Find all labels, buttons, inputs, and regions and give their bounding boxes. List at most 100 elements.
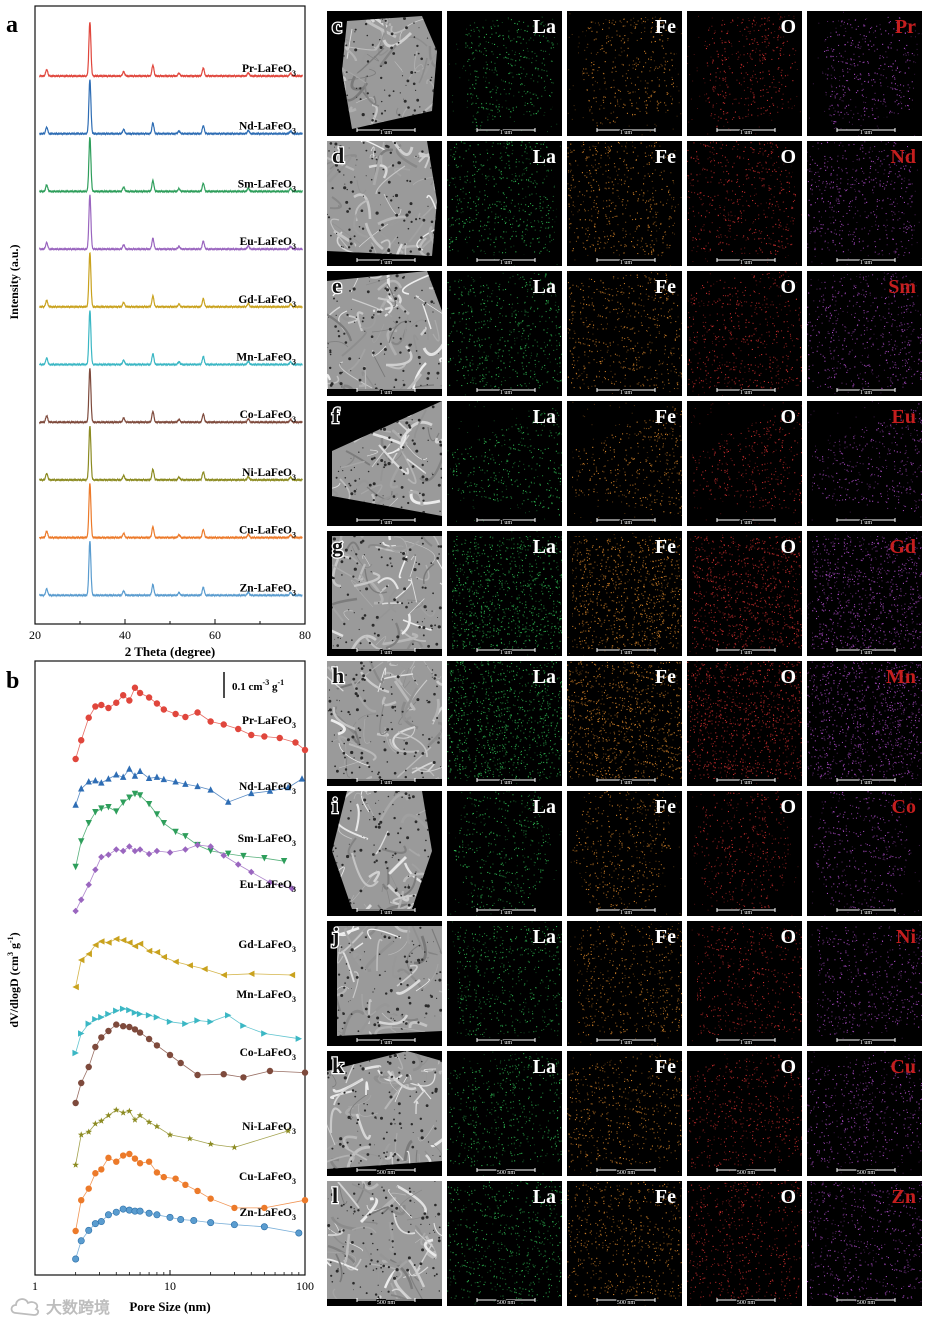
eds-signal-dot (508, 108, 510, 110)
eds-signal-dot (510, 40, 512, 42)
eds-signal-dot (865, 153, 867, 155)
eds-signal-dot (494, 25, 496, 27)
eds-signal-dot (779, 26, 781, 28)
eds-signal-dot (753, 177, 755, 179)
eds-signal-dot (629, 92, 631, 94)
eds-signal-dot (832, 55, 834, 57)
eds-signal-dot (690, 112, 691, 113)
eds-signal-dot (717, 162, 719, 164)
eds-signal-dot (553, 186, 555, 188)
eds-signal-dot (871, 45, 873, 47)
scale-bar-text: 1 um (380, 130, 393, 136)
eds-background-dot (591, 187, 593, 189)
eds-signal-dot (569, 171, 571, 173)
eds-signal-dot (851, 27, 853, 29)
eds-signal-dot (609, 150, 611, 152)
eds-signal-dot (762, 178, 764, 180)
eds-background-dot (515, 179, 516, 181)
eds-signal-dot (508, 142, 510, 144)
scale-bar-main: 0.1 cm (232, 681, 263, 693)
eds-background-dot (598, 186, 600, 188)
eds-background-dot (571, 118, 573, 120)
eds-signal-dot (508, 144, 510, 146)
eds-signal-dot (491, 33, 493, 35)
eds-background-dot (690, 184, 692, 186)
eds-signal-dot (750, 14, 751, 15)
eds-signal-dot (672, 254, 674, 256)
eds-background-dot (568, 172, 570, 174)
eds-signal-dot (458, 218, 460, 220)
eds-signal-dot (548, 53, 550, 55)
eds-signal-dot (695, 133, 696, 134)
eds-signal-dot (553, 176, 555, 178)
eds-background-dot (727, 192, 729, 194)
eds-signal-dot (639, 110, 641, 112)
eds-background-dot (876, 125, 878, 127)
eds-signal-dot (551, 60, 553, 62)
eds-background-dot (698, 15, 699, 17)
eds-signal-dot (642, 20, 644, 22)
eds-signal-dot (503, 126, 505, 128)
eds-signal-dot (484, 265, 485, 266)
eds-signal-dot (576, 227, 578, 229)
eds-signal-dot (464, 222, 466, 224)
eds-signal-dot (774, 169, 776, 171)
eds-signal-dot (521, 126, 523, 128)
eds-signal-dot (672, 224, 674, 226)
eds-signal-dot (637, 155, 639, 157)
eds-signal-dot (704, 14, 705, 15)
eds-signal-dot (487, 265, 488, 266)
eds-signal-dot (759, 151, 761, 153)
eds-signal-dot (601, 45, 603, 47)
eds-signal-dot (748, 163, 750, 165)
eds-signal-dot (521, 238, 523, 240)
eds-signal-dot (508, 93, 510, 95)
sem-pore-dot (420, 236, 423, 239)
eds-background-dot (586, 90, 588, 91)
eds-signal-dot (469, 13, 470, 14)
eds-signal-dot (546, 206, 548, 208)
eds-signal-dot (644, 175, 646, 177)
sem-texture-stroke (360, 141, 388, 152)
sem-pore-dot (335, 163, 338, 167)
eds-signal-dot (755, 229, 757, 231)
eds-signal-dot (471, 219, 473, 221)
eds-signal-dot (525, 146, 527, 148)
eds-signal-dot (449, 239, 451, 241)
eds-signal-dot (894, 77, 896, 79)
sem-texture-stroke (368, 16, 388, 29)
eds-signal-dot (494, 12, 495, 13)
eds-signal-dot (745, 123, 747, 125)
eds-signal-dot (449, 73, 450, 74)
eds-signal-dot (621, 184, 623, 186)
pore-data-point (85, 778, 92, 785)
sem-pore-dot (327, 216, 331, 219)
eds-signal-dot (762, 71, 764, 73)
eds-signal-dot (537, 110, 539, 112)
eds-signal-dot (535, 112, 537, 114)
sem-pore-dot (342, 104, 344, 106)
eds-background-dot (618, 105, 620, 107)
eds-signal-dot (650, 96, 652, 98)
eds-signal-dot (829, 187, 831, 189)
eds-signal-dot (503, 208, 505, 210)
eds-background-dot (655, 125, 657, 127)
eds-signal-dot (520, 66, 522, 68)
sem-texture-stroke (342, 114, 345, 126)
eds-signal-dot (665, 53, 667, 55)
eds-signal-dot (674, 222, 676, 224)
pore-data-point (126, 843, 133, 850)
eds-signal-dot (780, 183, 782, 185)
eds-signal-dot (660, 201, 662, 203)
eds-signal-dot (593, 64, 595, 66)
dopant-label: Pr (895, 16, 916, 38)
eds-signal-dot (738, 116, 740, 118)
eds-signal-dot (481, 165, 483, 167)
eds-signal-dot (753, 194, 755, 196)
eds-background-dot (671, 197, 672, 199)
eds-background-dot (495, 85, 497, 87)
eds-signal-dot (459, 178, 461, 180)
eds-signal-dot (920, 20, 921, 21)
sem-pore-dot (365, 149, 368, 152)
eds-signal-dot (780, 129, 781, 130)
